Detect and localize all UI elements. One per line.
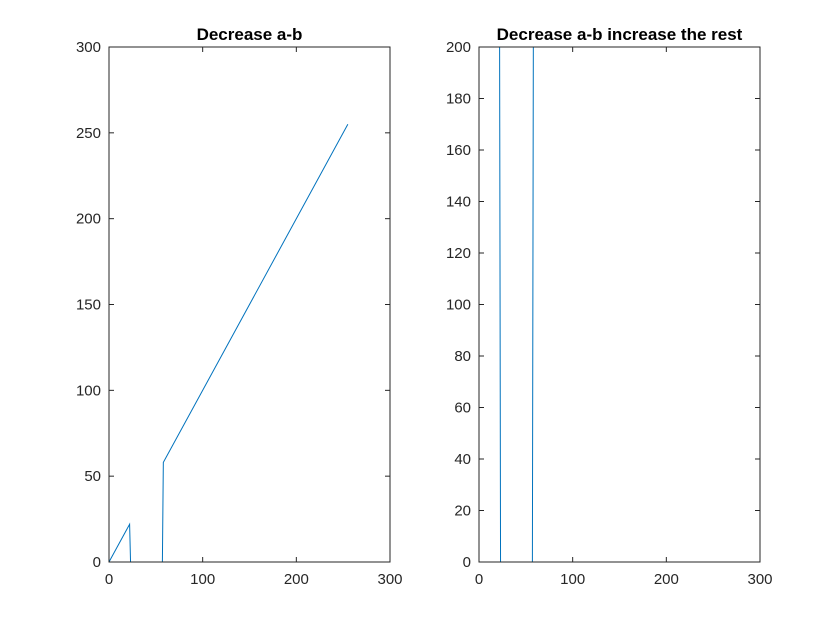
right-chart-x-tick-label: 300	[747, 571, 772, 588]
right-chart-x-tick-label: 100	[560, 571, 585, 588]
right-chart-y-tick-label: 100	[446, 297, 471, 314]
right-chart-y-tick-label: 140	[446, 194, 471, 211]
left-chart-y-tick-label: 100	[76, 382, 101, 399]
left-chart-x-tick-label: 300	[377, 571, 402, 588]
left-chart-y-tick-label: 50	[84, 468, 101, 485]
right-chart-title: Decrease a-b increase the rest	[497, 25, 743, 44]
left-chart-y-tick-label: 300	[76, 39, 101, 56]
right-chart-x-tick-label: 200	[654, 571, 679, 588]
right-chart-x-tick-label: 0	[475, 571, 483, 588]
right-chart-y-tick-label: 0	[463, 554, 471, 571]
right-chart-y-tick-label: 60	[454, 400, 471, 417]
left-chart-y-tick-label: 0	[93, 554, 101, 571]
left-chart-panel: Decrease a-b 0 100 200 300 0 50 100 150 200 250 30…	[76, 25, 403, 588]
right-chart-y-tick-label: 20	[454, 503, 471, 520]
right-chart-panel: Decrease a-b increase the rest 0 100 200 30…	[446, 25, 773, 588]
left-chart-x-tick-label: 100	[190, 571, 215, 588]
right-chart-y-tick-label: 160	[446, 142, 471, 159]
right-chart-y-tick-label: 40	[454, 451, 471, 468]
left-chart-y-tick-label: 250	[76, 125, 101, 142]
left-chart-y-tick-label: 150	[76, 297, 101, 314]
left-chart-x-tick-label: 0	[105, 571, 113, 588]
right-chart-y-tick-label: 180	[446, 91, 471, 108]
left-chart-x-tick-label: 200	[284, 571, 309, 588]
left-chart-title: Decrease a-b	[197, 25, 303, 44]
right-chart-y-tick-label: 120	[446, 245, 471, 262]
right-chart-y-tick-label: 200	[446, 39, 471, 56]
left-chart-y-tick-label: 200	[76, 211, 101, 228]
right-chart-y-tick-label: 80	[454, 348, 471, 365]
